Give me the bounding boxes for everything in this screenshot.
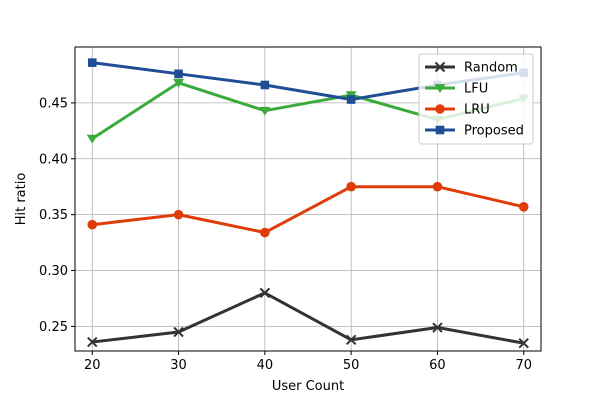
legend-marker-lru [435, 104, 445, 114]
y-tick-label: 0.25 [39, 320, 68, 335]
data-point-random [345, 334, 357, 346]
legend-label-lfu: LFU [464, 82, 488, 97]
data-point-lru [260, 227, 270, 238]
x-tick-label: 30 [170, 358, 187, 373]
legend-entry-random: Random [425, 61, 518, 76]
legend-label-lru: LRU [464, 103, 490, 118]
data-point-random [259, 287, 271, 299]
data-point-lru [432, 181, 443, 192]
x-tick-label: 50 [343, 358, 360, 373]
y-tick-label: 0.30 [39, 264, 68, 279]
data-point-proposed [87, 58, 97, 67]
data-point-lfu [259, 106, 271, 116]
y-tick-label: 0.45 [39, 96, 68, 111]
data-point-proposed [260, 80, 270, 90]
legend-marker-proposed [435, 125, 445, 135]
data-point-random [173, 326, 184, 338]
x-axis-label: User Count [272, 379, 344, 394]
y-tick-label: 0.35 [39, 208, 68, 223]
data-point-random [518, 337, 529, 349]
y-axis-ticks: 0.25 0.30 0.35 0.40 0.45 [39, 96, 75, 335]
series-line-lru [92, 185, 525, 235]
legend-box [418, 53, 534, 145]
legend-label-random: Random [464, 61, 518, 76]
data-point-lru [87, 219, 98, 230]
legend-marker-random [434, 61, 446, 73]
data-point-lru [518, 202, 529, 212]
y-axis-label: Hit ratio [14, 173, 29, 226]
data-point-lfu [86, 134, 98, 144]
data-point-random [87, 336, 98, 348]
data-point-random [432, 322, 443, 333]
data-point-lru [346, 181, 356, 192]
legend-entry-lfu: LFU [425, 82, 488, 97]
data-point-lru [173, 209, 184, 220]
data-point-lfu [173, 78, 185, 88]
y-tick-label: 0.40 [39, 152, 68, 167]
x-axis-ticks: 20 30 40 50 60 70 [84, 351, 532, 373]
x-tick-label: 20 [84, 358, 101, 373]
series-lru [87, 181, 529, 238]
legend-label-proposed: Proposed [464, 124, 524, 139]
plot-frame [74, 46, 542, 352]
legend-entry-proposed: Proposed [425, 124, 524, 139]
legend-entry-lru: LRU [425, 103, 490, 118]
data-point-proposed [174, 69, 183, 79]
data-point-proposed [346, 95, 356, 104]
x-tick-label: 40 [257, 358, 274, 373]
legend-marker-lfu [434, 84, 446, 93]
series-line-random [92, 291, 525, 345]
legend: Random LFU LRU Proposed [418, 53, 534, 145]
x-tick-label: 60 [429, 358, 446, 373]
x-tick-label: 70 [515, 358, 532, 373]
series-random [87, 287, 529, 349]
